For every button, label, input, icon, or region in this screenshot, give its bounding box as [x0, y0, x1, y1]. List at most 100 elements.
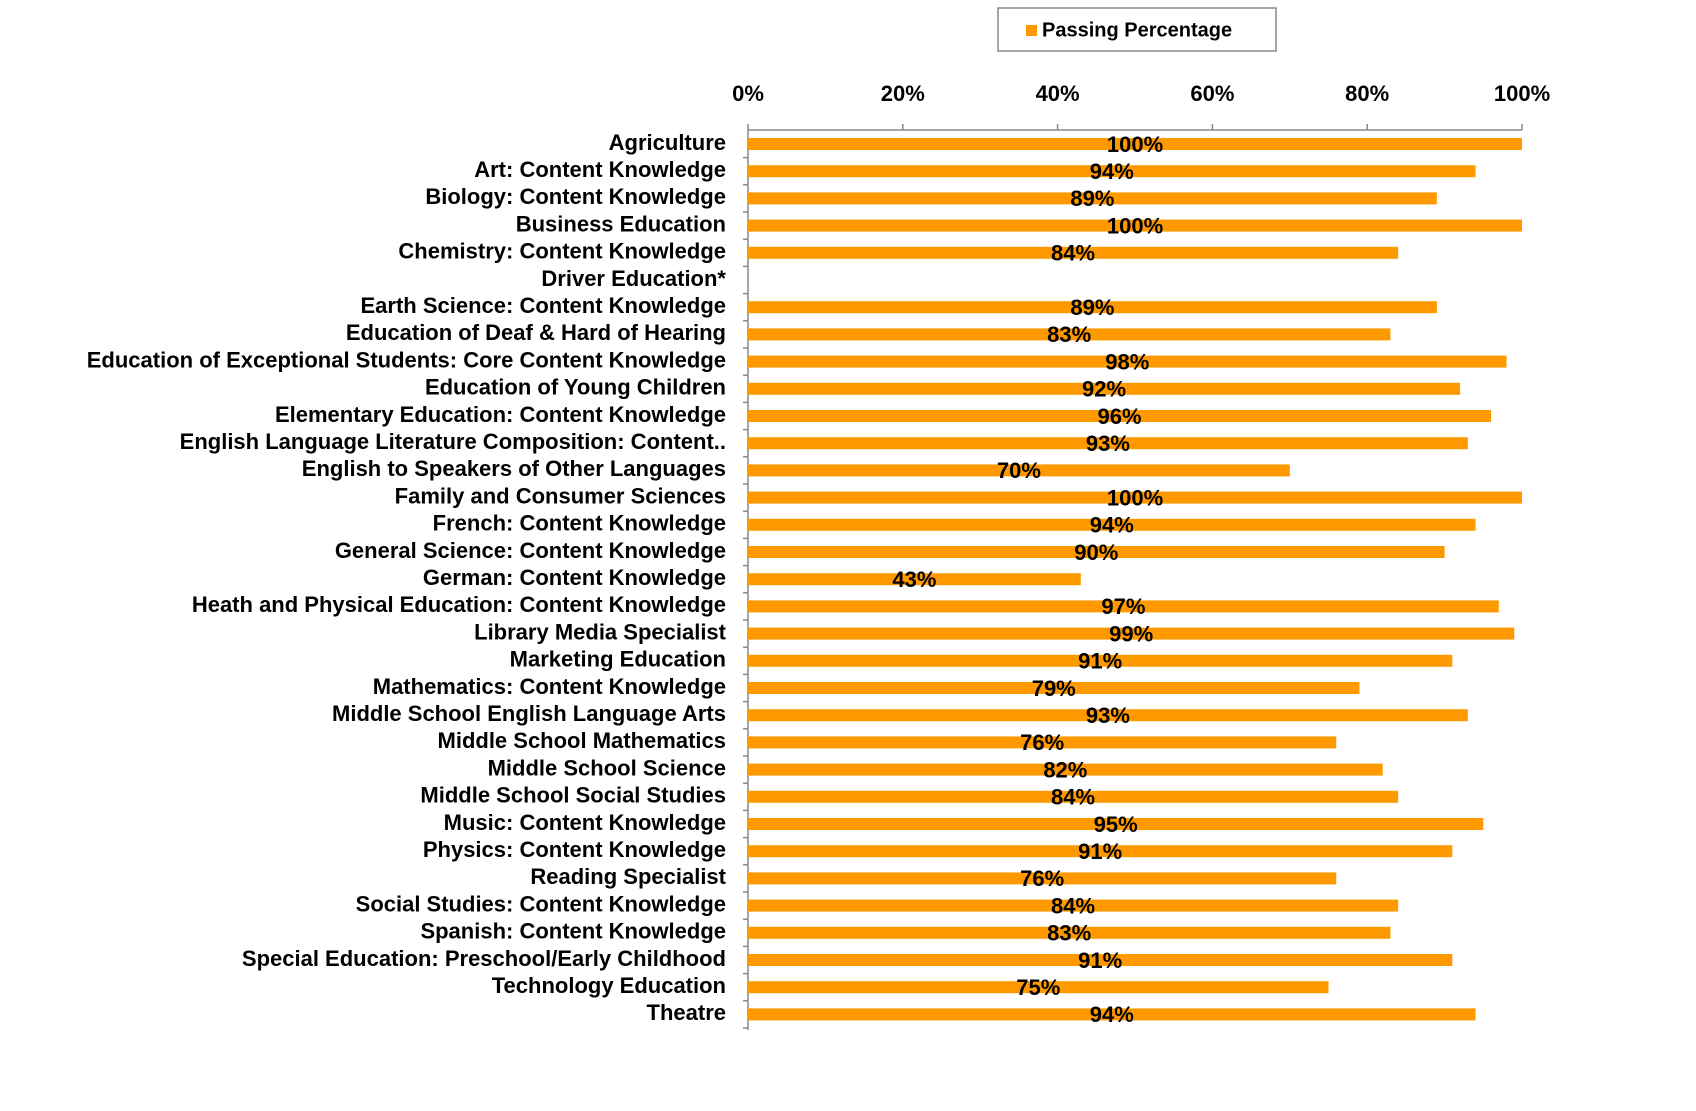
bar	[748, 328, 1391, 341]
bar	[748, 709, 1468, 722]
legend-box	[997, 7, 1277, 52]
bar	[748, 437, 1468, 450]
category-label: Middle School English Language Arts	[332, 701, 726, 726]
category-label: Agriculture	[609, 130, 726, 155]
value-label: 76%	[1020, 866, 1064, 891]
bar	[748, 763, 1383, 776]
category-label: General Science: Content Knowledge	[335, 538, 726, 563]
value-label: 83%	[1047, 921, 1091, 946]
value-label: 75%	[1016, 975, 1060, 1000]
bar	[748, 954, 1453, 966]
category-label: Family and Consumer Sciences	[395, 483, 726, 508]
value-label: 94%	[1090, 513, 1134, 538]
category-label: English Language Literature Composition:…	[180, 429, 726, 454]
bar	[748, 682, 1360, 694]
x-tick-label: 20%	[881, 81, 925, 106]
value-label: 96%	[1097, 404, 1141, 429]
value-label: 92%	[1082, 377, 1126, 402]
value-label: 70%	[997, 458, 1041, 483]
bar	[748, 219, 1522, 232]
x-tick-label: 80%	[1345, 81, 1389, 106]
category-label: Heath and Physical Education: Content Kn…	[192, 592, 726, 617]
x-tick-label: 40%	[1036, 81, 1080, 106]
value-label: 91%	[1078, 839, 1122, 864]
bar	[748, 546, 1445, 558]
bar	[748, 301, 1437, 314]
value-label: 91%	[1078, 649, 1122, 674]
value-label: 100%	[1107, 485, 1163, 510]
category-label: Business Education	[516, 211, 726, 236]
x-tick-label: 100%	[1494, 81, 1550, 106]
category-label: Middle School Social Studies	[420, 783, 726, 808]
bar	[748, 600, 1499, 613]
bar	[748, 355, 1507, 368]
value-label: 84%	[1051, 785, 1095, 810]
value-label: 90%	[1074, 540, 1118, 565]
category-label: English to Speakers of Other Languages	[302, 456, 726, 481]
category-label: Middle School Science	[488, 755, 726, 780]
bar	[748, 654, 1453, 667]
bar	[748, 573, 1081, 586]
value-label: 43%	[892, 567, 936, 592]
bar	[748, 981, 1329, 994]
category-label: Technology Education	[492, 973, 726, 998]
category-label: German: Content Knowledge	[423, 565, 726, 590]
bar	[748, 627, 1515, 640]
value-label: 100%	[1107, 213, 1163, 238]
category-label: Education of Exceptional Students: Core …	[87, 347, 726, 372]
value-label: 97%	[1101, 594, 1145, 619]
category-label: Mathematics: Content Knowledge	[373, 674, 726, 699]
value-label: 94%	[1090, 159, 1134, 184]
bar	[748, 926, 1391, 939]
category-label: Special Education: Preschool/Early Child…	[242, 946, 726, 971]
category-label: Marketing Education	[510, 647, 726, 672]
value-label: 89%	[1070, 295, 1114, 320]
category-label: Biology: Content Knowledge	[425, 184, 726, 209]
bar	[748, 246, 1399, 259]
bar	[748, 872, 1337, 885]
category-label: French: Content Knowledge	[433, 511, 726, 536]
value-label: 83%	[1047, 322, 1091, 347]
bar	[748, 518, 1476, 531]
category-label: Reading Specialist	[530, 864, 726, 889]
bar	[748, 736, 1337, 749]
category-label: Education of Young Children	[425, 375, 726, 400]
legend-label: Passing Percentage	[1042, 19, 1232, 41]
category-label: Education of Deaf & Hard of Hearing	[346, 320, 726, 345]
bar	[748, 382, 1461, 395]
bar	[748, 192, 1437, 205]
category-label: Theatre	[647, 1000, 726, 1025]
category-label: Elementary Education: Content Knowledge	[275, 402, 726, 427]
category-label: Music: Content Knowledge	[444, 810, 726, 835]
category-label: Library Media Specialist	[474, 619, 727, 644]
category-label: Art: Content Knowledge	[474, 157, 726, 182]
value-label: 76%	[1020, 730, 1064, 755]
x-tick-label: 60%	[1190, 81, 1234, 106]
bar	[748, 491, 1522, 504]
value-label: 79%	[1032, 676, 1076, 701]
bar	[748, 790, 1399, 803]
category-label: Social Studies: Content Knowledge	[356, 891, 726, 916]
x-tick-label: 0%	[732, 81, 764, 106]
value-label: 84%	[1051, 241, 1095, 266]
value-label: 99%	[1109, 621, 1153, 646]
bar	[748, 845, 1453, 858]
bar	[748, 1008, 1476, 1021]
value-label: 98%	[1105, 349, 1149, 374]
bar	[748, 464, 1290, 477]
value-label: 93%	[1086, 431, 1130, 456]
value-label: 100%	[1107, 132, 1163, 157]
bar	[748, 899, 1399, 912]
value-label: 95%	[1094, 812, 1138, 837]
category-label: Earth Science: Content Knowledge	[361, 293, 727, 318]
value-label: 94%	[1090, 1002, 1134, 1027]
value-label: 82%	[1043, 757, 1087, 782]
value-label: 91%	[1078, 948, 1122, 973]
category-label: Middle School Mathematics	[438, 728, 727, 753]
category-label: Chemistry: Content Knowledge	[398, 239, 726, 264]
bar	[748, 410, 1492, 422]
value-label: 84%	[1051, 893, 1095, 918]
bar	[748, 138, 1522, 150]
legend-swatch	[1026, 25, 1037, 36]
category-label: Physics: Content Knowledge	[423, 837, 726, 862]
